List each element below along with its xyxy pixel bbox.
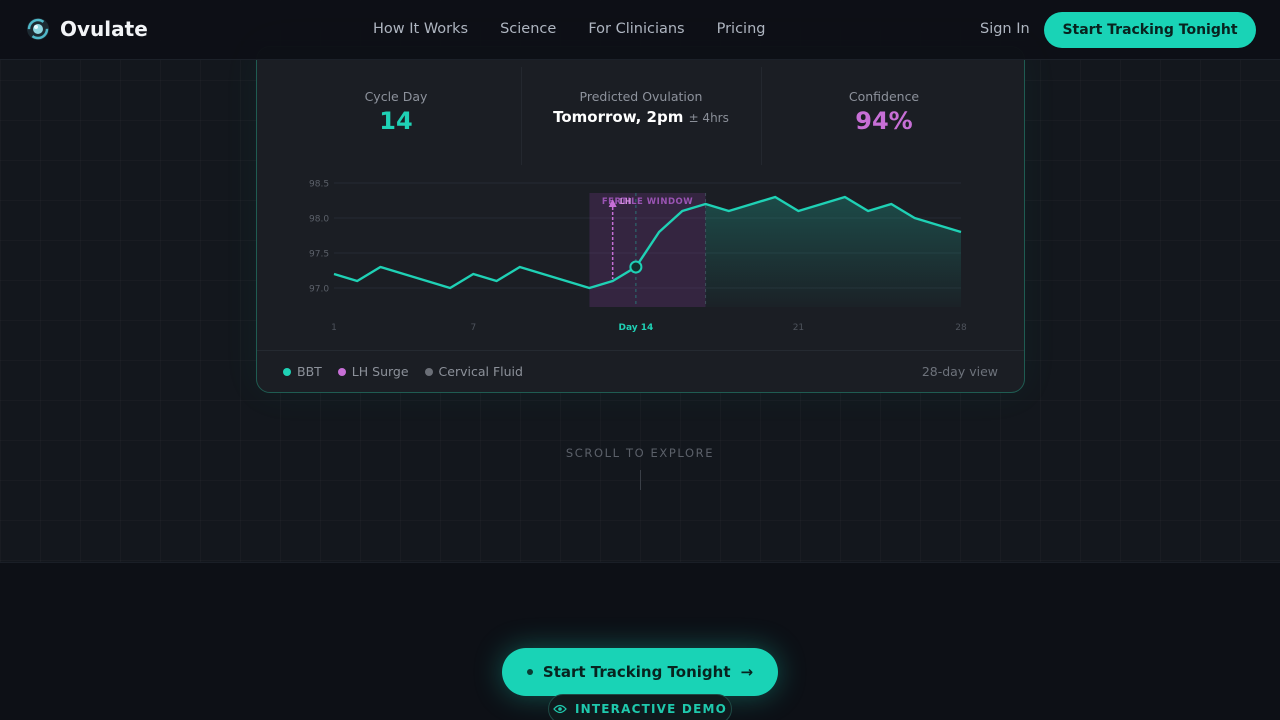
- x-tick-label: 7: [470, 323, 476, 333]
- x-tick-label: 1: [331, 323, 337, 333]
- interactive-demo-button[interactable]: INTERACTIVE DEMO: [548, 694, 732, 720]
- legend-dot-cervical: [424, 367, 433, 376]
- x-tick-label: 21: [793, 323, 804, 333]
- y-tick-label: 98.0: [309, 215, 329, 225]
- legend-dot-lh: [337, 367, 346, 376]
- y-tick-label: 97.5: [309, 250, 329, 260]
- current-day-point: [629, 260, 643, 274]
- brand-name[interactable]: Ovulate: [60, 17, 148, 41]
- start-tracking-button[interactable]: Start Tracking Tonight →: [502, 648, 778, 696]
- scroll-to-explore-label: SCROLL TO EXPLORE: [565, 446, 715, 460]
- x-tick-label: 28: [955, 323, 967, 333]
- scroll-indicator-line: [640, 470, 641, 490]
- bbt-line: [333, 195, 962, 290]
- nav-link-pricing[interactable]: Pricing: [716, 21, 766, 37]
- prediction-margin: ± 4hrs: [688, 111, 729, 125]
- stat-divider: [761, 67, 762, 165]
- eye-icon: [553, 704, 567, 714]
- confidence-label: Confidence: [848, 89, 920, 104]
- legend-item-bbt[interactable]: BBT: [283, 364, 322, 379]
- top-nav: Ovulate How It Works Science For Clinici…: [0, 0, 1280, 60]
- nav-link-for-clinicians[interactable]: For Clinicians: [588, 21, 685, 37]
- legend-item-lh-surge[interactable]: LH Surge: [337, 364, 409, 379]
- predicted-ovulation-stat: Predicted Ovulation Tomorrow, 2pm ± 4hrs: [521, 89, 761, 126]
- bbt-area: [705, 197, 961, 307]
- legend-dot-bbt: [283, 367, 291, 376]
- nav-link-how-it-works[interactable]: How It Works: [373, 21, 469, 37]
- legend-item-cervical-fluid[interactable]: Cervical Fluid: [424, 364, 523, 379]
- x-tick-label: Day 14: [618, 323, 653, 333]
- prediction-value-line: Tomorrow, 2pm ± 4hrs: [521, 108, 761, 126]
- ovulate-logo-icon[interactable]: [26, 17, 50, 41]
- legend-label: LH Surge: [351, 364, 409, 379]
- dashboard-card: Cycle Day 14 Predicted Ovulation Tomorro…: [256, 46, 1025, 393]
- chart-legend: BBT LH Surge Cervical Fluid: [283, 364, 523, 379]
- interactive-demo-label: INTERACTIVE DEMO: [574, 702, 728, 716]
- y-tick-label: 97.0: [309, 285, 329, 295]
- button-dot-icon: [526, 669, 533, 675]
- start-tracking-label: Start Tracking Tonight: [542, 663, 731, 681]
- fertile-window-label: FERTILE WINDOW: [602, 197, 693, 207]
- confidence-value: 94%: [855, 107, 913, 135]
- cycle-day-value: 14: [379, 107, 413, 135]
- nav-link-science[interactable]: Science: [500, 21, 557, 37]
- stat-divider: [521, 67, 522, 165]
- card-footer-divider: [257, 350, 1024, 351]
- cycle-day-stat: Cycle Day 14: [337, 89, 455, 135]
- y-tick-label: 98.5: [309, 180, 329, 190]
- cycle-day-label: Cycle Day: [364, 89, 428, 104]
- arrow-right-icon: →: [740, 663, 754, 681]
- lh-marker-label: LH: [620, 197, 632, 206]
- confidence-stat: Confidence 94%: [829, 89, 939, 135]
- view-range-label[interactable]: 28-day view: [921, 364, 998, 379]
- prediction-label: Predicted Ovulation: [579, 89, 703, 104]
- nav-start-tracking-button[interactable]: Start Tracking Tonight: [1044, 12, 1256, 48]
- sign-in-link[interactable]: Sign In: [980, 21, 1030, 37]
- nav-links: How It Works Science For Clinicians Pric…: [373, 21, 765, 37]
- prediction-value: Tomorrow, 2pm: [553, 108, 684, 126]
- lh-marker-arrow-icon: [608, 199, 617, 207]
- legend-label: Cervical Fluid: [438, 364, 523, 379]
- legend-label: BBT: [297, 364, 322, 379]
